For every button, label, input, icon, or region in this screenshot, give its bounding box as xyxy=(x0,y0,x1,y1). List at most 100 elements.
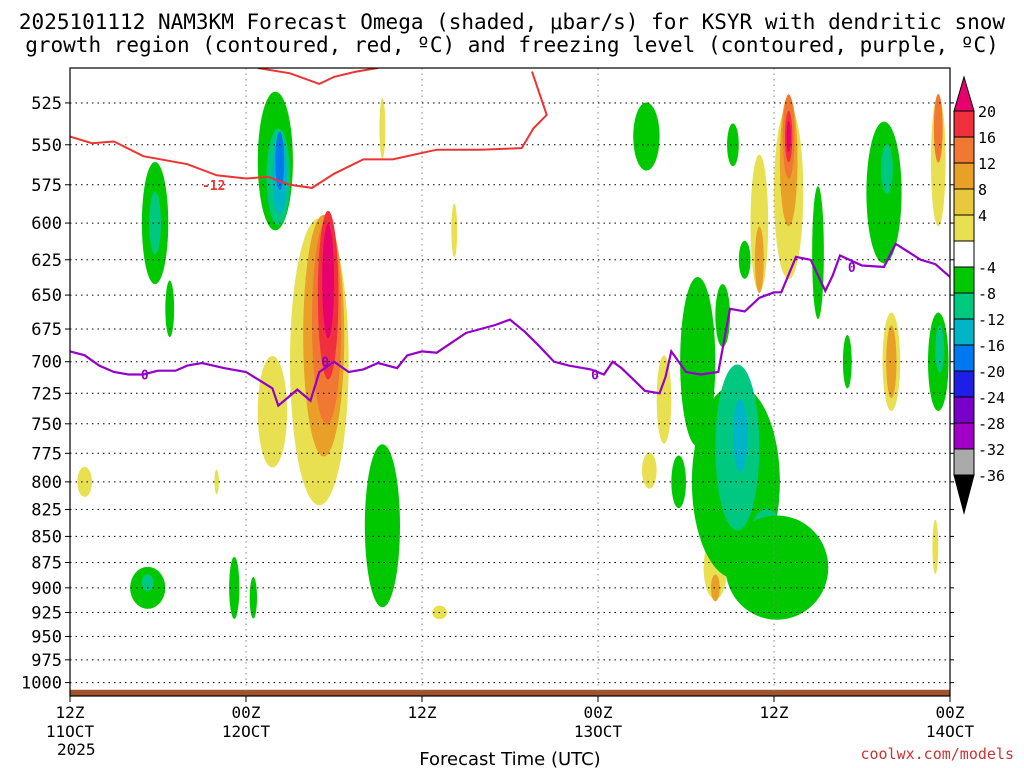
colorbar-label-4: 4 xyxy=(978,207,987,225)
omega-region-38 xyxy=(750,154,769,292)
omega-region-20 xyxy=(379,98,386,159)
x-tick-label1-36: 00Z xyxy=(584,703,613,722)
omega-region-23 xyxy=(633,102,660,171)
colorbar-top-arrow xyxy=(953,75,975,112)
omega-region-32 xyxy=(732,399,748,473)
colorbar-segment-10 xyxy=(953,344,975,372)
colorbar-segment-13 xyxy=(953,422,975,450)
omega-region-36 xyxy=(727,123,739,167)
pressure-axis: 525 550 575 600 625 650 675 700 725 750 775 800 825 8… xyxy=(21,94,954,694)
colorbar-label-2: 12 xyxy=(978,155,996,173)
colorbar-segment-12 xyxy=(953,396,975,424)
colorbar-label-9: -20 xyxy=(978,363,1005,381)
grid-lines xyxy=(70,68,950,696)
colorbar-label-12: -32 xyxy=(978,441,1005,459)
y-tick-label-650: 650 xyxy=(31,286,62,306)
colorbar-label-6: -8 xyxy=(978,285,996,303)
colorbar-label-0: 20 xyxy=(978,103,996,121)
plot-frame xyxy=(69,67,951,697)
omega-shading xyxy=(77,91,949,620)
y-tick-label-675: 675 xyxy=(31,320,62,340)
y-tick-label-800: 800 xyxy=(31,473,62,493)
y-tick-label-900: 900 xyxy=(31,579,62,599)
x-tick-label2-36: 13OCT xyxy=(574,722,623,741)
x-tick-label1-0: 12Z xyxy=(56,703,85,722)
colorbar-segment-3 xyxy=(953,162,975,190)
credit-text: coolwx.com/models xyxy=(860,745,1014,763)
omega-region-8 xyxy=(249,576,257,619)
colorbar-label-3: 8 xyxy=(978,181,987,199)
omega-region-26 xyxy=(671,455,687,509)
freezing-level-label-2: 0 xyxy=(591,369,599,384)
y-tick-label-950: 950 xyxy=(31,627,62,647)
y-tick-label-875: 875 xyxy=(31,553,62,573)
x-tick-label2-12: 12OCT xyxy=(222,722,271,741)
colorbar-segment-7 xyxy=(953,266,975,294)
x-tick-label1-24: 12Z xyxy=(408,703,437,722)
colorbar-label-7: -12 xyxy=(978,311,1005,329)
y-tick-label-975: 975 xyxy=(31,651,62,671)
x-axis-title: Forecast Time (UTC) xyxy=(419,749,600,768)
omega-region-25 xyxy=(656,355,672,444)
omega-region-44 xyxy=(786,120,791,153)
omega-region-45 xyxy=(812,186,824,319)
freezing-level-line xyxy=(70,242,950,408)
y-tick-label-525: 525 xyxy=(31,94,62,114)
x-tick-label2-0: 11OCT xyxy=(46,722,95,741)
colorbar-segment-6 xyxy=(953,240,975,268)
omega-region-2 xyxy=(165,280,175,338)
omega-region-37 xyxy=(738,240,751,279)
x-tick-label1-48: 12Z xyxy=(760,703,789,722)
omega-region-19 xyxy=(364,444,400,608)
colorbar-bottom-arrow xyxy=(953,474,975,515)
terrain-fill xyxy=(70,689,950,696)
colorbar-label-8: -16 xyxy=(978,337,1005,355)
omega-region-39 xyxy=(754,226,764,294)
plot-area: -12 0 0 0 0 xyxy=(69,67,951,697)
omega-region-35 xyxy=(725,515,829,620)
freezing-level-label-0: 0 xyxy=(141,369,149,384)
colorbar-segment-9 xyxy=(953,318,975,346)
plot-background xyxy=(70,68,950,696)
colorbar-label-11: -28 xyxy=(978,415,1005,433)
x-tick-label3-0: 2025 xyxy=(57,740,96,759)
colorbar-segment-11 xyxy=(953,370,975,398)
y-tick-label-775: 775 xyxy=(31,444,62,464)
omega-region-46 xyxy=(842,335,852,389)
x-tick-label2-60: 14OCT xyxy=(926,722,975,741)
y-tick-label-725: 725 xyxy=(31,384,62,404)
colorbar-label-10: -24 xyxy=(978,389,1005,407)
dgz-contour-label: -12 xyxy=(202,179,225,194)
colorbar-label-13: -36 xyxy=(978,467,1005,485)
chart-title-line-2: growth region (contoured, red, ºC) and f… xyxy=(25,33,999,57)
x-tick-label1-60: 00Z xyxy=(936,703,965,722)
omega-region-22 xyxy=(451,203,458,258)
colorbar-label-5: -4 xyxy=(978,259,996,277)
omega-region-54 xyxy=(935,324,945,373)
omega-region-47 xyxy=(866,121,902,264)
x-tick-label1-12: 00Z xyxy=(232,703,261,722)
omega-region-6 xyxy=(229,556,240,619)
omega-region-55 xyxy=(932,519,939,575)
dgz-contour-0 xyxy=(70,71,548,189)
colorbar-segment-8 xyxy=(953,292,975,320)
chart-title-line-1: 2025101112 NAM3KM Forecast Omega (shaded… xyxy=(19,10,1006,34)
y-tick-label-850: 850 xyxy=(31,527,62,547)
terrain-band xyxy=(70,689,950,696)
freezing-level-label-3: 0 xyxy=(848,261,856,276)
y-tick-label-925: 925 xyxy=(31,603,62,623)
y-tick-label-700: 700 xyxy=(31,353,62,373)
omega-region-12 xyxy=(275,131,285,191)
colorbar-segment-2 xyxy=(953,136,975,164)
omega-region-52 xyxy=(933,93,943,163)
colorbar-segment-1 xyxy=(953,110,975,138)
y-tick-label-575: 575 xyxy=(31,176,62,196)
contours: -12 0 0 0 0 xyxy=(70,68,950,408)
omega-region-13 xyxy=(257,355,288,468)
omega-region-3 xyxy=(77,466,92,497)
colorbar: 20 16 12 8 4 -4 -8 -12 -16 -20 -24 -28 -32 -36 xyxy=(953,75,1005,515)
y-tick-label-1000: 1000 xyxy=(21,674,62,694)
colorbar-segment-5 xyxy=(953,214,975,242)
